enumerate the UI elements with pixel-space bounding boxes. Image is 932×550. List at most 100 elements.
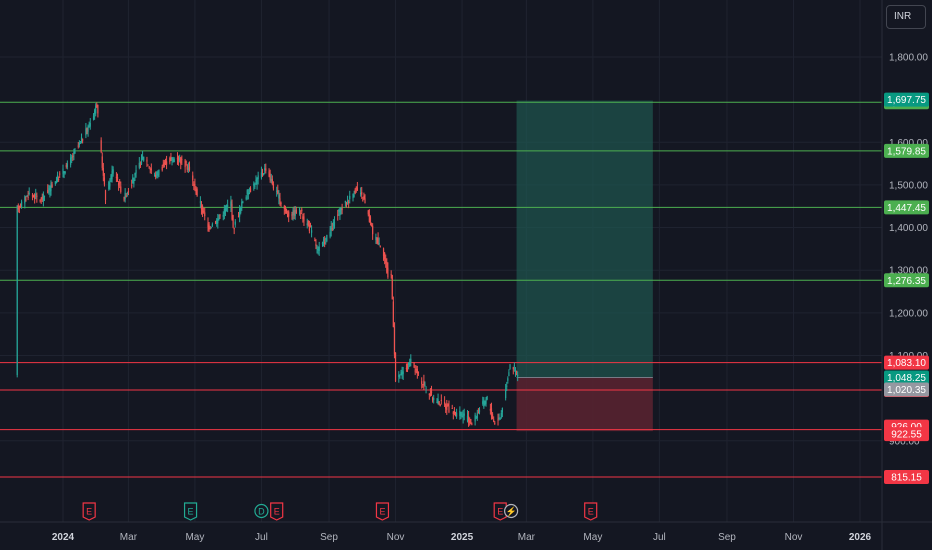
event-marker-earnings-future[interactable]: E [584, 502, 598, 521]
candle [40, 197, 42, 204]
candle-body [169, 158, 171, 163]
candle-body [241, 201, 243, 209]
event-circle[interactable] [254, 503, 269, 519]
candle [344, 200, 346, 207]
event-badge[interactable] [270, 502, 284, 521]
candle-body [303, 216, 305, 221]
candle [353, 190, 355, 198]
event-marker-earnings[interactable]: E [375, 502, 390, 521]
event-badge[interactable] [493, 502, 507, 521]
candle-body [340, 208, 342, 210]
candle-body [309, 225, 312, 228]
candle [265, 163, 267, 174]
candle [163, 159, 165, 168]
event-badge[interactable] [584, 502, 598, 521]
event-marker-split[interactable]: ⚡ [504, 503, 519, 519]
candle-body [165, 161, 168, 165]
candle-body [361, 192, 363, 195]
event-badge[interactable] [82, 502, 96, 521]
candle-body [298, 208, 301, 214]
candle-body [48, 188, 50, 190]
candle-body [417, 372, 420, 374]
position-zones[interactable] [516, 100, 653, 432]
stop-zone[interactable] [516, 377, 653, 432]
candle-body [260, 172, 263, 178]
candle-body [209, 227, 211, 229]
candle [103, 173, 106, 187]
candle [390, 270, 392, 279]
candle-body [18, 206, 20, 208]
candle [234, 219, 236, 228]
candle [506, 381, 508, 391]
event-markers[interactable]: E E D E E E ⚡ E [82, 502, 598, 521]
event-marker-dividend[interactable]: D [254, 503, 269, 519]
candle [87, 124, 89, 137]
price-tick-label: 1,800.00 [889, 53, 928, 64]
candle-body [363, 196, 365, 199]
candle [261, 168, 264, 177]
candle [240, 206, 242, 215]
candle [276, 186, 278, 197]
candle-body [466, 415, 469, 421]
candle-body [149, 168, 151, 170]
candle [477, 408, 479, 414]
candle-body [451, 408, 453, 410]
event-marker-earnings-positive[interactable]: E [183, 502, 198, 521]
event-marker-earnings[interactable]: E [270, 502, 284, 521]
candle-body [501, 408, 503, 413]
candle [416, 365, 418, 379]
candle-body [409, 362, 411, 367]
candle [439, 403, 441, 407]
event-marker-earnings[interactable]: E [493, 502, 507, 521]
candle-body [446, 405, 448, 411]
candle-body [248, 193, 251, 195]
event-badge[interactable] [375, 502, 390, 521]
event-letter: E [379, 507, 385, 517]
candle [517, 371, 519, 382]
candle-body [181, 159, 183, 161]
candle [134, 172, 136, 181]
candle-body [455, 412, 458, 417]
candle [32, 194, 35, 198]
candle-body [386, 261, 388, 273]
candle [241, 198, 243, 211]
horizontal-levels[interactable] [0, 101, 882, 478]
candle-body [491, 414, 494, 419]
event-badge[interactable] [183, 502, 198, 521]
level-tag-text: 1,447.45 [887, 203, 926, 214]
candle [428, 393, 430, 400]
candle-body [489, 408, 491, 411]
candle-body [249, 188, 252, 193]
event-circle[interactable] [504, 503, 519, 519]
currency-button[interactable]: INR [886, 5, 926, 29]
time-axis[interactable]: 2024 Mar May Jul Sep Nov 2025 Mar May Jul Sep Nov 20… [0, 521, 932, 543]
candle-body [394, 352, 397, 382]
candle-body [51, 184, 53, 188]
candle [326, 234, 328, 243]
candle [300, 210, 302, 220]
candle-body [139, 164, 142, 167]
target-zone[interactable] [516, 100, 653, 378]
candle [147, 164, 149, 166]
candle-body [16, 205, 18, 375]
candle [55, 176, 58, 184]
event-marker-earnings[interactable]: E [82, 502, 96, 521]
time-tick-label: 2024 [52, 532, 75, 543]
candle-body [277, 190, 279, 194]
candle-body [54, 181, 56, 185]
candle [232, 214, 234, 229]
candle [162, 159, 164, 168]
candle-body [150, 168, 152, 171]
event-letter: E [274, 507, 280, 517]
entry-tag-text: 1,048.25 [887, 373, 926, 384]
candle-body [477, 412, 479, 414]
candle-body [35, 194, 37, 196]
candle-body [143, 156, 145, 161]
candle-body [161, 166, 163, 171]
candle-body [210, 227, 212, 229]
candle [64, 170, 66, 175]
candle-body [70, 157, 72, 165]
candle-body [301, 209, 303, 212]
candle [391, 274, 393, 300]
